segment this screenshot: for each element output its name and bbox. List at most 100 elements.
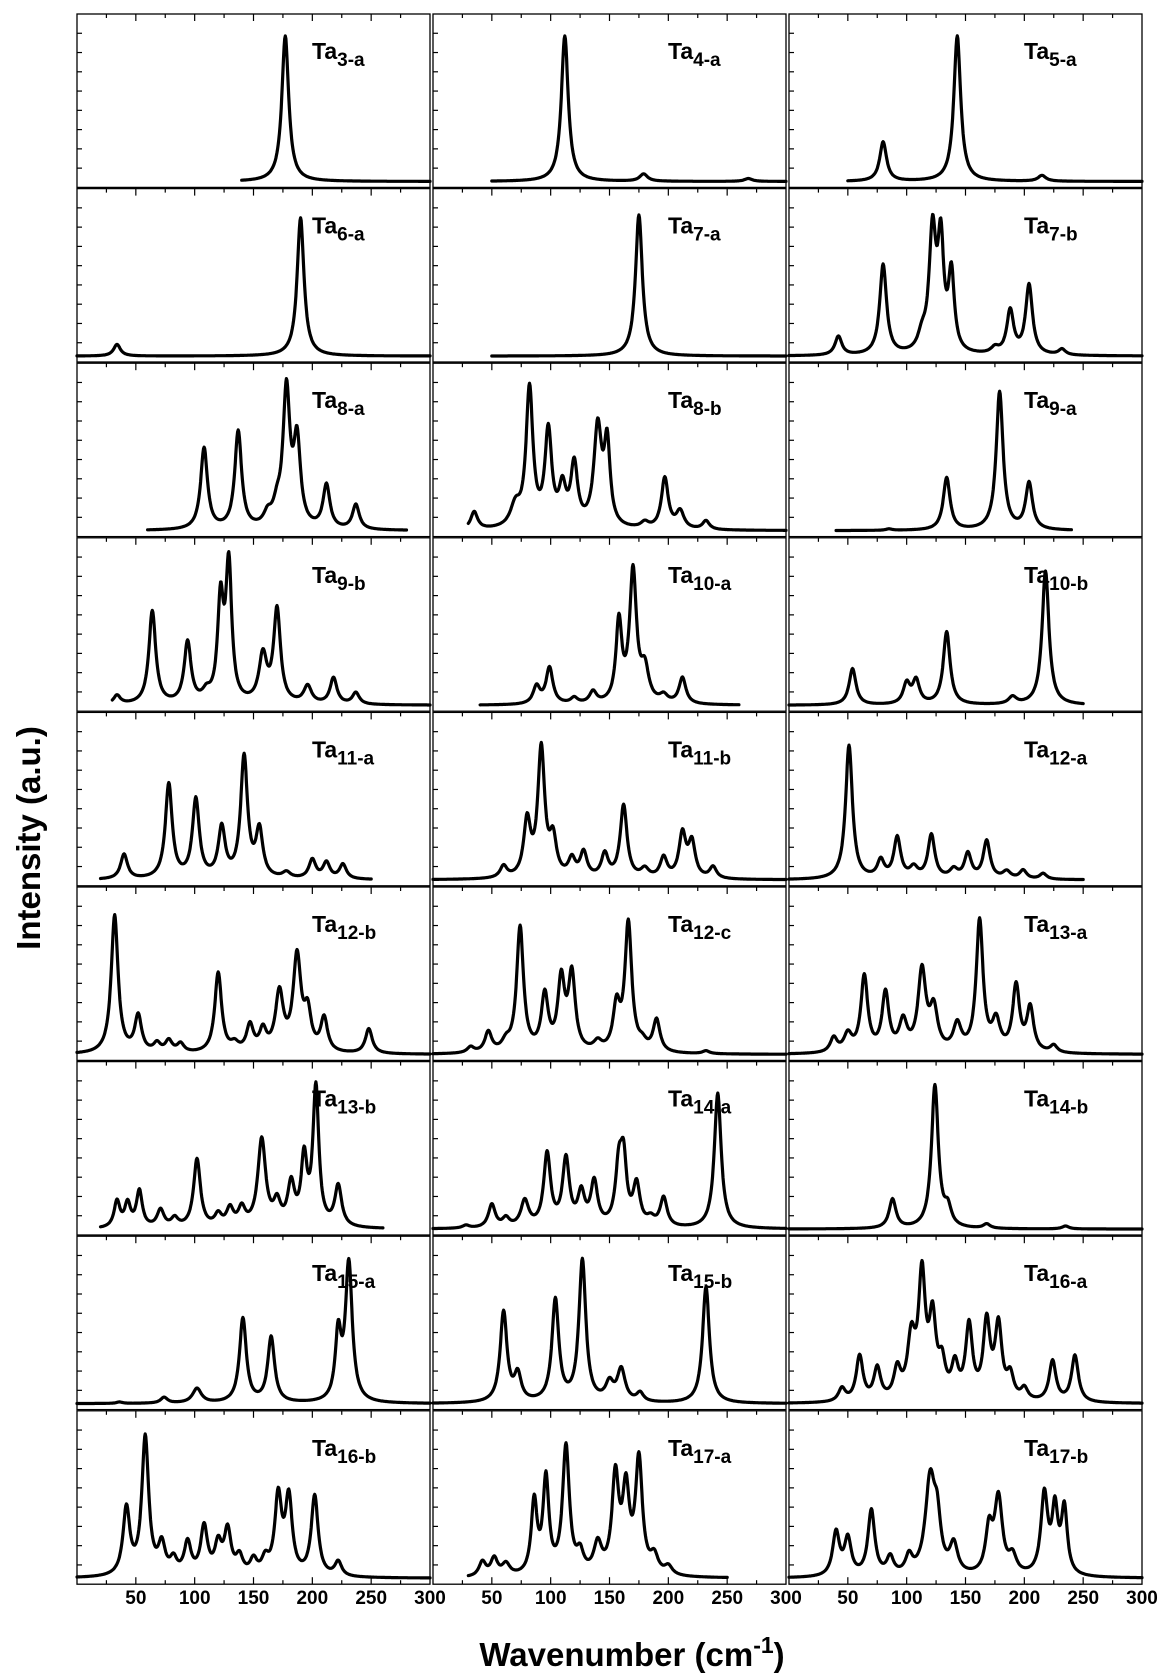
panel-frame <box>432 1410 787 1585</box>
panel-label: Ta9-a <box>1024 387 1077 420</box>
panel-label: Ta11-a <box>312 736 375 769</box>
panel-label-base: Ta <box>312 736 337 762</box>
panel-label-base: Ta <box>668 213 693 239</box>
x-axis: 50 100 150 200 250 300 50 100 150 200 250 300 50 100 1… <box>125 1588 1158 1609</box>
x-tick-label: 100 <box>535 1588 567 1609</box>
panel-label-subscript: 6-a <box>337 225 365 246</box>
panel-label-subscript: 12-a <box>1049 748 1087 769</box>
panel-label: Ta10-b <box>1024 562 1088 595</box>
panel-label-base: Ta <box>312 1086 337 1112</box>
panel-label: Ta10-a <box>668 562 732 595</box>
panel-label-base: Ta <box>1024 911 1049 937</box>
panel-label-subscript: 15-b <box>693 1272 732 1293</box>
x-tick-label: 50 <box>837 1588 858 1609</box>
x-tick-label: 50 <box>125 1588 146 1609</box>
panel-label-base: Ta <box>668 1260 693 1286</box>
panel-label: Ta4-a <box>668 38 721 71</box>
panel-frame <box>788 537 1143 712</box>
panel-label-base: Ta <box>668 38 693 64</box>
spectrum-line <box>431 1091 788 1231</box>
x-tick-label: 100 <box>179 1588 211 1609</box>
panel-label-base: Ta <box>1024 1435 1049 1461</box>
x-tick-label: 250 <box>1067 1588 1099 1609</box>
x-axis-title-close: ) <box>774 1636 785 1673</box>
panel-label-base: Ta <box>668 1086 693 1112</box>
panel-label-subscript: 8-b <box>693 399 722 420</box>
x-tick-label: 250 <box>711 1588 743 1609</box>
panel-frame <box>76 537 431 712</box>
spectrum-line <box>110 550 432 707</box>
panel-label: Ta16-b <box>312 1435 376 1468</box>
panel-label: Ta12-b <box>312 911 376 944</box>
panel-label-base: Ta <box>1024 387 1049 413</box>
panel-label-subscript: 13-b <box>337 1098 376 1119</box>
panel-label-subscript: 8-a <box>337 399 365 420</box>
panel-label-subscript: 9-b <box>337 574 366 595</box>
panel-label: Ta7-a <box>668 213 721 246</box>
spectrum-panel: Ta17-a <box>432 1410 787 1585</box>
panel-frame <box>432 187 787 363</box>
spectrum-line <box>146 377 409 532</box>
x-tick-label: 200 <box>652 1588 684 1609</box>
panel-label-base: Ta <box>668 387 693 413</box>
panel-label: Ta8-b <box>668 387 722 420</box>
panel-label-base: Ta <box>1024 213 1049 239</box>
panel-frame <box>76 13 431 189</box>
x-tick-label: 300 <box>414 1588 446 1609</box>
spectrum-panel: Ta11-a <box>76 711 431 887</box>
spectrum-line <box>834 389 1073 533</box>
spectrum-panel: Ta12-c <box>431 886 788 1062</box>
spectrum-panel: Ta4-a <box>432 13 788 189</box>
spectrum-panel: Ta6-a <box>75 187 432 363</box>
x-tick-label: 300 <box>770 1588 802 1609</box>
panel-label-subscript: 16-b <box>337 1447 376 1468</box>
panel-label-base: Ta <box>312 1435 337 1461</box>
panel-label-subscript: 14-a <box>693 1098 731 1119</box>
panel-label-base: Ta <box>668 562 693 588</box>
panel-label: Ta8-a <box>312 387 365 420</box>
panel-label: Ta15-b <box>668 1260 732 1293</box>
panel-label-base: Ta <box>1024 1086 1049 1112</box>
x-tick-label: 300 <box>1126 1588 1158 1609</box>
spectrum-line <box>431 917 788 1056</box>
spectrum-line <box>787 1467 1144 1580</box>
panel-label: Ta16-a <box>1024 1260 1088 1293</box>
spectrum-line <box>787 212 1144 358</box>
panel-frame <box>432 13 787 189</box>
panel-frame <box>76 362 431 538</box>
panel-label: Ta11-b <box>668 736 731 769</box>
spectrum-line <box>240 34 432 183</box>
panel-label: Ta12-c <box>668 911 732 944</box>
panel-label-base: Ta <box>312 911 337 937</box>
panel-label: Ta5-a <box>1024 38 1077 71</box>
panel-label-subscript: 3-a <box>337 50 365 71</box>
x-axis-title-superscript: -1 <box>753 1632 774 1658</box>
spectrum-line <box>466 381 788 532</box>
panel-label: Ta14-b <box>1024 1086 1088 1119</box>
spectrum-line <box>75 1256 432 1406</box>
panel-label-base: Ta <box>668 911 693 937</box>
spectrum-line <box>787 1258 1144 1405</box>
x-tick-label: 200 <box>1008 1588 1040 1609</box>
panel-label: Ta12-a <box>1024 736 1088 769</box>
panel-label-subscript: 12-b <box>337 923 376 944</box>
panel-frame <box>788 1410 1143 1585</box>
x-axis-title: Wavenumber (cm-1) <box>479 1632 784 1673</box>
panel-label: Ta7-b <box>1024 213 1078 246</box>
panel-label-subscript: 7-a <box>693 225 721 246</box>
spectrum-panel: Ta9-a <box>788 362 1143 538</box>
panel-frame <box>76 1235 431 1411</box>
panel-frame <box>76 187 431 363</box>
panel-label: Ta9-b <box>312 562 366 595</box>
x-tick-label: 150 <box>950 1588 982 1609</box>
y-axis-title: Intensity (a.u.) <box>10 726 47 950</box>
panel-frame <box>76 711 431 887</box>
panel-label-subscript: 5-a <box>1049 50 1077 71</box>
spectrum-line <box>490 213 788 358</box>
spectrum-line <box>846 34 1144 183</box>
panel-label-subscript: 4-a <box>693 50 721 71</box>
spectrum-line <box>98 1080 385 1230</box>
panel-label-subscript: 16-a <box>1049 1272 1087 1293</box>
spectrum-line <box>478 562 741 707</box>
spectrum-line <box>466 1441 729 1579</box>
